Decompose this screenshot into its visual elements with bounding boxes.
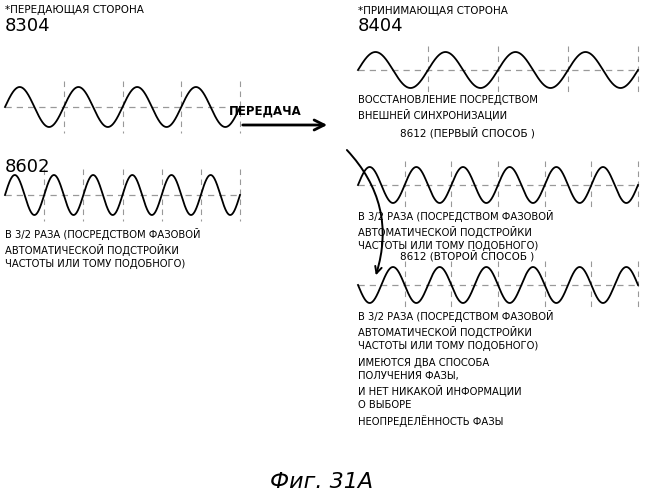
Text: 8404: 8404 bbox=[358, 17, 404, 35]
Text: *ПЕРЕДАЮЩАЯ СТОРОНА: *ПЕРЕДАЮЩАЯ СТОРОНА bbox=[5, 5, 144, 15]
Text: 8304: 8304 bbox=[5, 17, 50, 35]
Text: ПЕРЕДАЧА: ПЕРЕДАЧА bbox=[228, 105, 301, 118]
Text: В 3/2 РАЗА (ПОСРЕДСТВОМ ФАЗОВОЙ
АВТОМАТИЧЕСКОЙ ПОДСТРОЙКИ
ЧАСТОТЫ ИЛИ ТОМУ ПОДОБ: В 3/2 РАЗА (ПОСРЕДСТВОМ ФАЗОВОЙ АВТОМАТИ… bbox=[358, 310, 553, 352]
Text: 8612 (ПЕРВЫЙ СПОСОБ ): 8612 (ПЕРВЫЙ СПОСОБ ) bbox=[400, 127, 535, 138]
Text: ВОССТАНОВЛЕНИЕ ПОСРЕДСТВОМ
ВНЕШНЕЙ СИНХРОНИЗАЦИИ: ВОССТАНОВЛЕНИЕ ПОСРЕДСТВОМ ВНЕШНЕЙ СИНХР… bbox=[358, 95, 538, 120]
Text: В 3/2 РАЗА (ПОСРЕДСТВОМ ФАЗОВОЙ
АВТОМАТИЧЕСКОЙ ПОДСТРОЙКИ
ЧАСТОТЫ ИЛИ ТОМУ ПОДОБ: В 3/2 РАЗА (ПОСРЕДСТВОМ ФАЗОВОЙ АВТОМАТИ… bbox=[5, 228, 201, 270]
Text: Фиг. 31А: Фиг. 31А bbox=[270, 472, 373, 492]
Text: *ПРИНИМАЮЩАЯ СТОРОНА: *ПРИНИМАЮЩАЯ СТОРОНА bbox=[358, 5, 508, 15]
Text: В 3/2 РАЗА (ПОСРЕДСТВОМ ФАЗОВОЙ
АВТОМАТИЧЕСКОЙ ПОДСТРОЙКИ
ЧАСТОТЫ ИЛИ ТОМУ ПОДОБ: В 3/2 РАЗА (ПОСРЕДСТВОМ ФАЗОВОЙ АВТОМАТИ… bbox=[358, 210, 553, 252]
Text: ИМЕЮТСЯ ДВА СПОСОБА
ПОЛУЧЕНИЯ ФАЗЫ,
И НЕТ НИКАКОЙ ИНФОРМАЦИИ
О ВЫБОРЕ: ИМЕЮТСЯ ДВА СПОСОБА ПОЛУЧЕНИЯ ФАЗЫ, И НЕ… bbox=[358, 358, 522, 410]
Text: НЕОПРЕДЕЛЁННОСТЬ ФАЗЫ: НЕОПРЕДЕЛЁННОСТЬ ФАЗЫ bbox=[358, 415, 503, 427]
Text: 8602: 8602 bbox=[5, 158, 50, 176]
Text: 8612 (ВТОРОЙ СПОСОБ ): 8612 (ВТОРОЙ СПОСОБ ) bbox=[400, 250, 534, 262]
